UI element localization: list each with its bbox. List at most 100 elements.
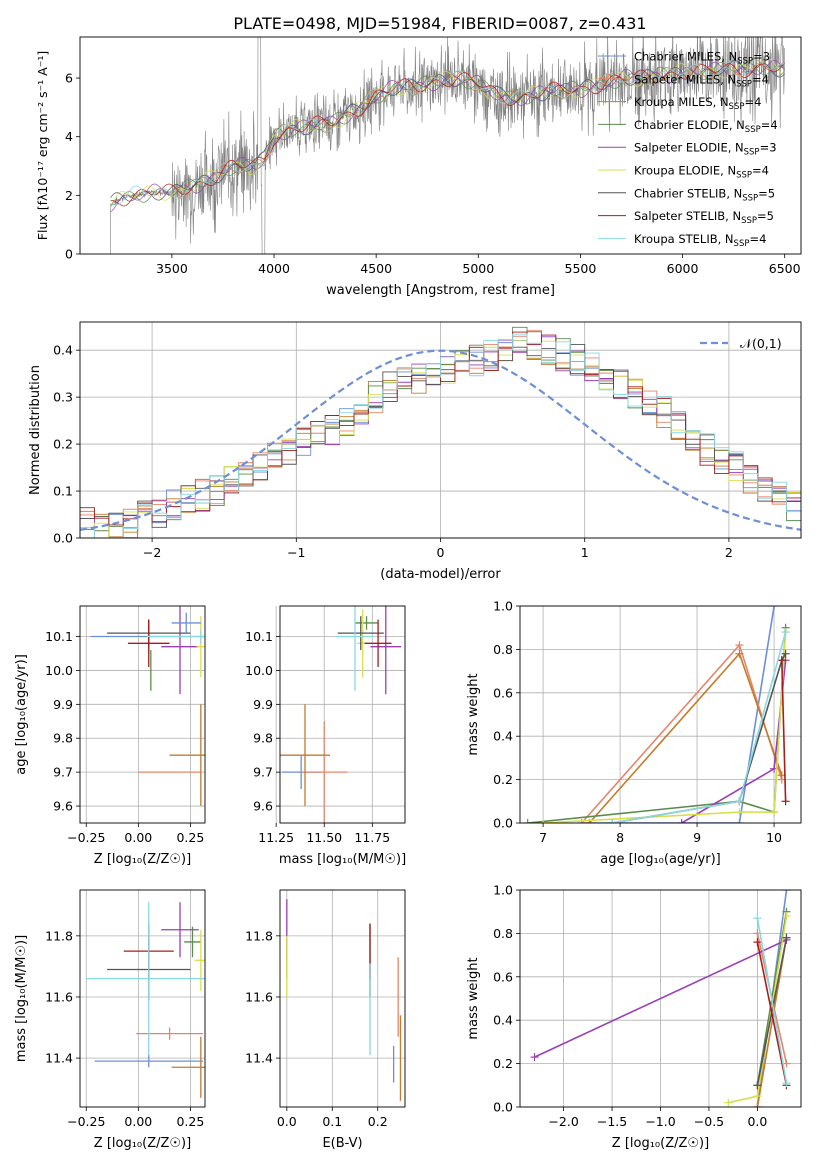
plot-area-spec bbox=[110, 37, 785, 254]
plot-content bbox=[80, 37, 801, 1107]
tick-label: 0 bbox=[65, 247, 73, 262]
tick-label: 10.1 bbox=[45, 629, 73, 644]
tick-label: 2 bbox=[65, 188, 73, 203]
weight-series bbox=[581, 606, 775, 823]
tick-label: 0.0 bbox=[53, 531, 73, 546]
tick-label: 0.25 bbox=[176, 1114, 204, 1129]
axes-frames bbox=[80, 322, 801, 1108]
legend-subscript: SSP bbox=[741, 216, 757, 226]
tick-label: 11.75 bbox=[354, 830, 390, 845]
plot-area-res bbox=[80, 326, 801, 538]
tick-label: 10.0 bbox=[245, 663, 273, 678]
axes-frame bbox=[279, 889, 406, 1108]
tick-label: 11.25 bbox=[258, 830, 294, 845]
legend-entry: Chabrier MILES, NSSP=3 bbox=[634, 50, 770, 67]
weight-series bbox=[612, 631, 787, 823]
y-axis-label: mass [log₁₀(M/M☉)] bbox=[14, 935, 29, 1062]
tick-label: 6000 bbox=[667, 261, 699, 276]
x-axis-label: E(B-V) bbox=[322, 1136, 362, 1151]
tick-label: 0.4 bbox=[493, 729, 513, 744]
tick-label: 9.7 bbox=[53, 765, 73, 780]
legend-tail: =4 bbox=[744, 95, 761, 109]
weight-series bbox=[756, 941, 788, 1086]
y-axis-label: mass weight bbox=[466, 673, 481, 755]
legend-subscript: SSP bbox=[729, 102, 745, 112]
legend-tail: =5 bbox=[757, 209, 774, 223]
legend-subscript: SSP bbox=[744, 148, 760, 158]
plot-area-age_vs_Z bbox=[90, 606, 205, 807]
tick-label: 0.8 bbox=[493, 926, 513, 941]
tick-label: 11.6 bbox=[245, 989, 273, 1004]
weight-series bbox=[534, 939, 787, 1058]
tick-label: −1 bbox=[287, 545, 305, 560]
tick-label: −1.5 bbox=[597, 1114, 627, 1129]
tick-label: 5500 bbox=[565, 261, 597, 276]
legend-entry: Salpeter MILES, NSSP=4 bbox=[634, 72, 769, 89]
model-spectrum bbox=[110, 60, 785, 213]
legend-tail: =4 bbox=[761, 118, 778, 132]
tick-label: 4 bbox=[65, 129, 73, 144]
x-axis-label: Z [log₁₀(Z/Z☉)] bbox=[612, 1136, 709, 1151]
tick-label: 3500 bbox=[156, 261, 188, 276]
tick-label: −1.0 bbox=[645, 1114, 675, 1129]
legend-subscript: SSP bbox=[734, 239, 750, 249]
tick-label: 1.0 bbox=[493, 599, 513, 614]
tick-label: 6 bbox=[65, 71, 73, 86]
x-axis-label: Z [log₁₀(Z/Z☉)] bbox=[94, 1136, 191, 1151]
axes-frame bbox=[79, 889, 206, 1108]
tick-label: 9.6 bbox=[53, 799, 73, 814]
tick-label: 0.8 bbox=[493, 642, 513, 657]
tick-label: 0.4 bbox=[493, 1013, 513, 1028]
tick-label: 0.0 bbox=[493, 816, 513, 831]
tick-label: 0.25 bbox=[176, 830, 204, 845]
plot-area-weight_vs_Z bbox=[530, 890, 791, 1107]
tick-label: 11.4 bbox=[245, 1051, 273, 1066]
legend-tail: =3 bbox=[753, 50, 770, 64]
tick-label: 0.6 bbox=[493, 685, 513, 700]
legend-tail: =3 bbox=[760, 141, 777, 155]
tick-label: 0.0 bbox=[747, 1114, 767, 1129]
tick-label: 4500 bbox=[360, 261, 392, 276]
y-axis-label: Normed distribution bbox=[28, 365, 43, 495]
tick-label: 5000 bbox=[462, 261, 494, 276]
gaussian-curve bbox=[80, 349, 801, 531]
axis-text: 3500 4000 4500 5000 5500 6000 6500 0 2 4 6 waveleng… bbox=[14, 36, 802, 1151]
legend-tail: =4 bbox=[752, 72, 769, 86]
tick-label: 11.8 bbox=[245, 928, 273, 943]
tick-label: 10.0 bbox=[45, 663, 73, 678]
weight-series bbox=[612, 653, 787, 823]
legend-entry: 𝒩(0,1) bbox=[740, 336, 782, 351]
weight-series bbox=[756, 918, 788, 1084]
tick-label: −0.5 bbox=[694, 1114, 724, 1129]
figure-title: PLATE=0498, MJD=51984, FIBERID=0087, z=0… bbox=[233, 14, 646, 33]
weight-series bbox=[581, 643, 783, 823]
legend-subscript: SSP bbox=[737, 57, 753, 67]
tick-label: 0.2 bbox=[368, 1114, 388, 1129]
plot-area-age_vs_mass bbox=[280, 606, 402, 823]
tick-label: 0.00 bbox=[124, 1114, 152, 1129]
tick-label: 1 bbox=[581, 545, 589, 560]
tick-label: 9 bbox=[693, 830, 701, 845]
x-axis-label: mass [log₁₀(M/M☉)] bbox=[279, 852, 406, 867]
tick-label: 11.8 bbox=[45, 928, 73, 943]
weight-series bbox=[543, 631, 787, 823]
tick-label: 0.1 bbox=[53, 484, 73, 499]
legend-entry: Salpeter STELIB, NSSP=5 bbox=[634, 209, 774, 226]
tick-label: 10.1 bbox=[245, 629, 273, 644]
histogram bbox=[80, 344, 801, 538]
plot-area-mass_vs_ebv bbox=[286, 899, 402, 1101]
tick-label: −2.0 bbox=[548, 1114, 578, 1129]
tick-label: 0.0 bbox=[493, 1100, 513, 1115]
tick-label: 9.7 bbox=[253, 765, 273, 780]
legend-subscript: SSP bbox=[736, 79, 752, 89]
legend-subscript: SSP bbox=[736, 171, 752, 181]
observed-spectrum bbox=[110, 37, 785, 254]
legend-tail: =4 bbox=[749, 232, 766, 246]
tick-label: 11.50 bbox=[306, 830, 342, 845]
tick-label: 0.0 bbox=[277, 1114, 297, 1129]
legend-entry: Kroupa ELODIE, NSSP=4 bbox=[634, 164, 769, 181]
tick-label: 9.9 bbox=[53, 697, 73, 712]
tick-label: −0.25 bbox=[67, 1114, 105, 1129]
histogram bbox=[80, 333, 801, 538]
